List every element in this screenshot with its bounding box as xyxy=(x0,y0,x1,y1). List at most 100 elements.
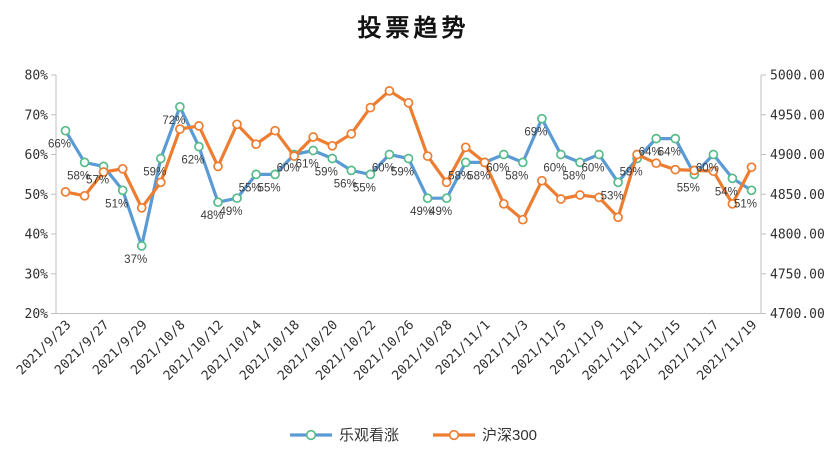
csi300-data-point xyxy=(327,140,338,151)
csi300-data-point xyxy=(479,157,490,168)
csi300-data-point xyxy=(594,192,604,203)
csi300-data-point xyxy=(136,202,147,213)
legend-item-csi300: 沪深300 xyxy=(432,424,538,445)
data-label: 56% xyxy=(334,178,357,190)
y-axis-left-tick-label: 70% xyxy=(25,108,49,123)
csi300-data-point xyxy=(155,177,166,188)
data-label: 62% xyxy=(181,155,204,167)
csi300-data-point xyxy=(670,164,681,175)
data-label: 60% xyxy=(581,163,604,175)
data-label: 60% xyxy=(372,163,395,175)
csi300-data-point xyxy=(346,128,357,139)
data-label: 66% xyxy=(48,139,71,151)
csi300-data-point xyxy=(289,151,300,161)
data-label: 64% xyxy=(658,147,681,159)
csi300-data-point xyxy=(60,187,71,197)
y-axis-right-tick-label: 4750.00 xyxy=(770,267,825,282)
bullish-data-point xyxy=(594,149,604,160)
y-axis-right-tick-label: 4950.00 xyxy=(770,108,825,123)
data-label: 49% xyxy=(429,206,452,218)
bullish-data-point xyxy=(136,241,147,251)
bullish-data-point xyxy=(155,153,166,164)
csi300-data-point xyxy=(651,158,662,169)
data-label: 49% xyxy=(410,206,433,218)
bullish-data-point xyxy=(251,169,261,180)
bullish-data-point xyxy=(117,185,128,196)
bullish-data-point xyxy=(746,185,757,196)
data-label: 55% xyxy=(239,182,262,194)
csi300-data-point xyxy=(613,212,623,223)
bullish-data-point xyxy=(460,157,471,168)
y-axis-left-tick-label: 40% xyxy=(25,228,49,243)
data-label: 60% xyxy=(543,163,566,175)
bullish-data-point xyxy=(175,101,185,112)
data-label: 37% xyxy=(124,254,147,266)
csi300-data-point xyxy=(79,190,90,201)
y-axis-right-tick-label: 4700.00 xyxy=(770,307,825,322)
bullish-data-point xyxy=(537,113,547,124)
bullish-data-point xyxy=(327,153,338,164)
csi300-data-point xyxy=(632,149,642,160)
y-axis-right-tick-label: 4900.00 xyxy=(770,148,825,163)
y-axis-left-tick-label: 20% xyxy=(25,307,49,322)
csi300-data-point xyxy=(556,194,566,204)
bullish-data-point xyxy=(308,145,319,156)
bullish-data-point xyxy=(79,157,90,168)
bullish-data-point xyxy=(213,197,223,208)
bullish-data-point xyxy=(346,165,357,176)
bullish-line-marker-icon xyxy=(289,429,332,440)
csi300-line-marker-icon xyxy=(432,429,475,440)
data-label: 55% xyxy=(677,182,700,194)
csi300-data-point xyxy=(403,97,414,108)
legend-label-bullish: 乐观看涨 xyxy=(338,427,399,444)
data-label: 64% xyxy=(639,147,662,159)
bullish-data-point xyxy=(651,133,662,144)
csi300-data-point xyxy=(727,198,738,209)
data-label: 51% xyxy=(105,198,128,210)
legend-label-csi300: 沪深300 xyxy=(481,427,538,444)
data-label: 58% xyxy=(67,170,90,182)
data-label: 60% xyxy=(696,163,719,175)
bullish-data-point xyxy=(422,193,433,204)
data-label: 55% xyxy=(353,182,376,194)
data-label: 48% xyxy=(200,210,223,222)
y-axis-right-tick-label: 4850.00 xyxy=(770,188,825,203)
data-label: 59% xyxy=(620,167,643,179)
csi300-data-point xyxy=(365,102,376,113)
data-label: 60% xyxy=(277,163,300,175)
y-axis-left-tick-label: 30% xyxy=(25,267,49,282)
chart-legend: 乐观看涨 沪深300 xyxy=(0,424,827,445)
bullish-data-point xyxy=(441,193,452,204)
csi300-data-point xyxy=(441,177,452,188)
csi300-data-point xyxy=(117,163,128,174)
bullish-data-point xyxy=(270,169,280,180)
data-label: 55% xyxy=(258,182,281,194)
bullish-data-point xyxy=(365,169,376,180)
y-axis-left-tick-label: 60% xyxy=(25,148,49,163)
csi300-data-point xyxy=(98,167,109,177)
bullish-data-point xyxy=(60,125,71,136)
csi300-data-point xyxy=(194,121,204,131)
bullish-data-point xyxy=(556,149,566,160)
bullish-data-point xyxy=(194,141,204,152)
bullish-data-point xyxy=(517,157,528,168)
data-label: 72% xyxy=(162,115,185,127)
csi300-data-point xyxy=(746,162,757,173)
data-label: 58% xyxy=(505,170,528,182)
bullish-data-point xyxy=(498,149,509,160)
data-label: 58% xyxy=(467,170,490,182)
bullish-data-point xyxy=(613,177,623,188)
csi300-data-point xyxy=(232,119,242,130)
data-label: 60% xyxy=(486,163,509,175)
data-label: 61% xyxy=(296,159,319,171)
data-label: 58% xyxy=(448,170,471,182)
bullish-data-point xyxy=(575,157,585,168)
data-label: 59% xyxy=(315,167,338,179)
data-label: 53% xyxy=(601,190,624,202)
legend-item-bullish: 乐观看涨 xyxy=(289,424,399,445)
csi300-data-point xyxy=(708,166,719,177)
bullish-data-point xyxy=(727,173,738,184)
bullish-data-point xyxy=(670,133,681,144)
csi300-data-point xyxy=(517,214,528,225)
